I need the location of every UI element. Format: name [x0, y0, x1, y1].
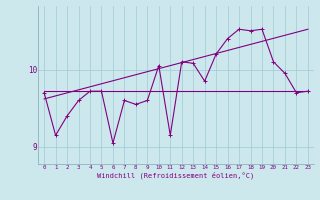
X-axis label: Windchill (Refroidissement éolien,°C): Windchill (Refroidissement éolien,°C): [97, 172, 255, 179]
